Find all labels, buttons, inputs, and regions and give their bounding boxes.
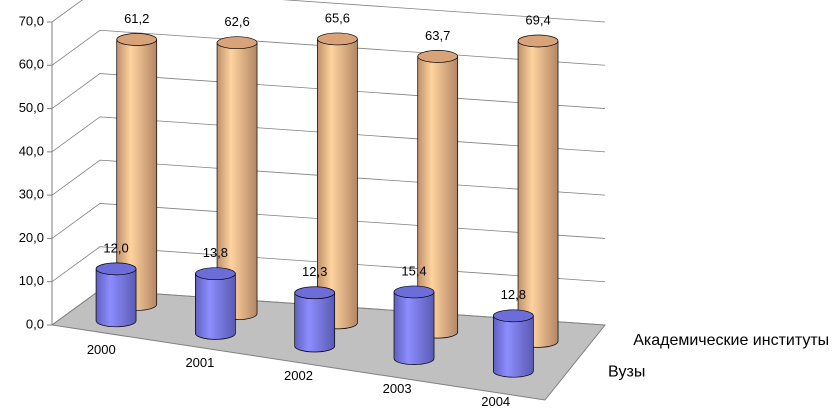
value-label: 62,6 [224,14,249,29]
y-tick-label: 50,0 [19,100,44,115]
cylinder-top [116,33,158,46]
grid-line [51,0,606,23]
value-label: 12,8 [501,287,526,302]
cylinder-top [393,285,435,299]
value-label: 69,4 [525,12,550,27]
y-tick-label: 40,0 [19,143,44,158]
cylinder [317,38,358,330]
cylinder-top [216,36,258,50]
cylinder-top [294,286,336,300]
y-tick-label: 70,0 [19,13,44,28]
value-label: 61,2 [124,11,149,26]
value-label: 63,7 [425,28,450,43]
y-tick-label: 10,0 [19,273,44,288]
cylinder-top [95,262,137,276]
y-tick-label: 60,0 [19,57,44,72]
value-label: 12,3 [302,264,327,279]
value-label: 65,6 [325,10,350,25]
y-tick-label: 0,0 [26,316,44,331]
cylinder [492,315,534,378]
x-tick-label: 2002 [284,368,313,383]
x-tick-label: 2003 [383,381,412,396]
cylinder [95,268,137,328]
value-label: 15,4 [401,263,426,278]
x-tick-label: 2001 [185,355,214,370]
y-tick-label: 30,0 [19,187,44,202]
cylinder-top [517,34,559,48]
x-tick-label: 2004 [481,394,510,409]
cylinder-top [417,50,459,63]
cylinder-top [492,309,534,323]
legend-label: Академические институты [633,332,829,349]
x-tick-label: 2000 [87,342,116,357]
value-label: 12,0 [103,240,128,255]
legend-label: Вузы [608,364,645,381]
cylinder [393,291,435,365]
cylinder-top [317,32,358,46]
cylinder-top [195,267,236,281]
cylinder [294,292,336,353]
y-tick-label: 20,0 [19,230,44,245]
value-label: 13,8 [203,245,228,260]
cylinder [195,273,236,340]
